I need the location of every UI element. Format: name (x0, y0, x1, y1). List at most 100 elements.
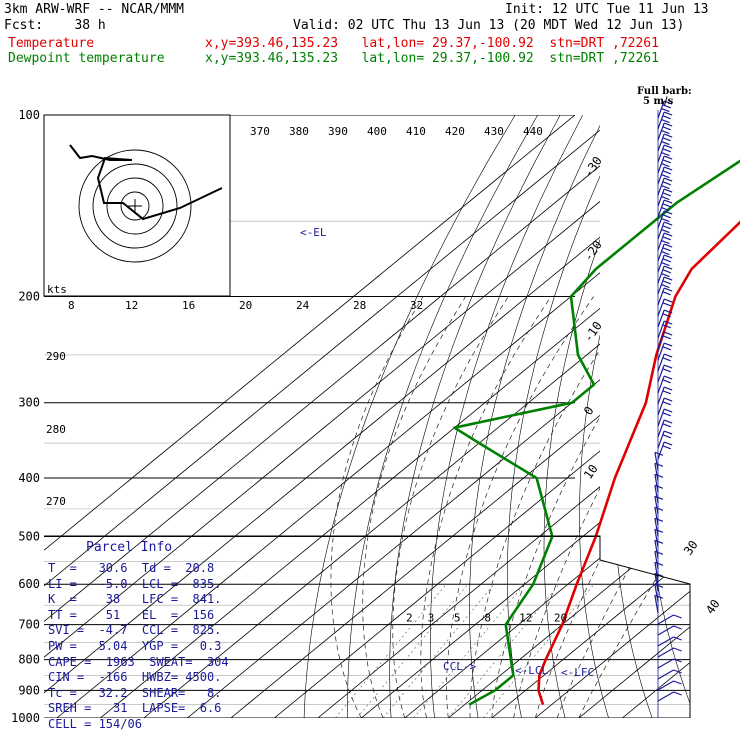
mixing-ratio-line (356, 584, 469, 718)
wind-barb (657, 320, 673, 339)
barb-flag (662, 192, 671, 197)
barb-flag (662, 214, 671, 219)
barb-flag (654, 462, 664, 467)
wind-barb (657, 111, 673, 130)
wind-barb (657, 309, 673, 328)
hodograph-speed-tick: 24 (296, 299, 310, 312)
barb-shaft (657, 364, 665, 383)
barb-flag (662, 269, 671, 274)
wind-barb (654, 473, 664, 493)
full-barb-label: Full barb: (637, 86, 692, 97)
barb-shaft (654, 540, 659, 559)
parcel-box-outline (44, 535, 691, 718)
barb-flag (662, 115, 671, 120)
parcel-info-row: SVI = -4.7 CCL = 825. (48, 623, 222, 638)
barb-flag (673, 658, 682, 663)
barb-shaft (657, 669, 674, 680)
dry-adiabat (579, 115, 674, 718)
temp-label-right: -10 (581, 319, 605, 345)
barb-flag (662, 434, 671, 439)
parcel-info-row: Tc = 32.2 SHEAR= 8. (48, 685, 222, 700)
wind-barb (657, 441, 673, 460)
mixing-ratio-label: 3 (428, 612, 435, 625)
theta-e-label: 370 (250, 125, 270, 138)
barb-shaft (657, 298, 665, 317)
barb-shaft (657, 636, 674, 647)
barb-flag (654, 451, 664, 456)
barb-flag (654, 484, 664, 489)
barb-shaft (657, 276, 665, 295)
barb-flag (654, 495, 664, 500)
parcel-info-row: TT = 51 EL = 156 (48, 607, 215, 622)
barb-flag (673, 680, 682, 685)
barb-flag (663, 408, 673, 413)
hodograph-ring (78, 149, 192, 263)
barb-flag (662, 181, 671, 186)
wind-barb (657, 210, 673, 229)
wind-barb (654, 528, 664, 548)
barb-flag (662, 104, 671, 109)
barb-flag (662, 148, 671, 153)
barb-flag (673, 625, 682, 630)
dry-adiabat (303, 115, 516, 718)
hodograph-speed-tick: 28 (353, 299, 366, 312)
barb-shaft (657, 232, 665, 251)
barb-flag (662, 302, 671, 307)
mixing-ratio-label: 8 (484, 612, 491, 625)
wind-barb (654, 550, 664, 570)
theta-e-label: 430 (484, 125, 504, 138)
sounding-curves (453, 159, 740, 706)
wind-barb (657, 408, 673, 427)
wind-barb (657, 397, 673, 416)
pressure-label: 700 (18, 618, 40, 632)
dry-adiabat (469, 115, 606, 718)
barb-flag (663, 364, 673, 369)
barb-flag (654, 594, 664, 599)
barb-flag (661, 240, 670, 245)
barb-flag (661, 262, 670, 267)
wind-barb (657, 625, 682, 636)
barb-flag (662, 379, 671, 384)
wind-barb (657, 430, 673, 449)
init-time: Init: 12 UTC Tue 11 Jun 13 (505, 2, 709, 17)
barb-flag (673, 614, 682, 619)
barb-shaft (657, 680, 674, 691)
parcel-info-row: CELL = 154/06 (48, 717, 142, 731)
isotherm (491, 115, 690, 718)
isotherm (448, 115, 690, 718)
hodograph-units: kts (47, 283, 67, 296)
hodograph-speed-tick: 8 (68, 299, 75, 312)
barb-flag (661, 174, 670, 179)
wind-barb (657, 243, 673, 262)
barb-shaft (654, 529, 659, 548)
wind-barb (657, 647, 682, 658)
wind-barb (654, 495, 664, 515)
barb-flag (661, 229, 670, 234)
hodograph-speed-tick: 16 (182, 299, 195, 312)
parcel-info-row: SREH = 31 LAPSE= 6.6 (48, 701, 222, 716)
wind-barb (657, 232, 673, 251)
hodograph-speed-tick: 32 (410, 299, 423, 312)
moist-adiabat (469, 296, 637, 718)
barb-flag (663, 122, 673, 127)
wind-barb (654, 451, 664, 471)
wind-barb (657, 419, 673, 438)
wind-barb (654, 539, 664, 559)
wind-barb (657, 669, 682, 680)
barb-shaft (654, 452, 659, 471)
isotherm (44, 115, 663, 718)
barb-flag (663, 331, 673, 336)
parcel-info-title: Parcel Info (86, 540, 173, 555)
moist-adiabat (491, 296, 680, 718)
wind-barb (657, 287, 673, 306)
wind-barb (657, 364, 673, 383)
barb-shaft (657, 625, 674, 636)
barb-flag (662, 324, 671, 329)
wind-barb (657, 265, 673, 284)
barb-shaft (657, 691, 674, 702)
theta-label: 270 (46, 495, 66, 508)
barb-flag (663, 320, 673, 325)
barb-flag (662, 390, 671, 395)
mixing-ratio-label: 20 (554, 612, 567, 625)
